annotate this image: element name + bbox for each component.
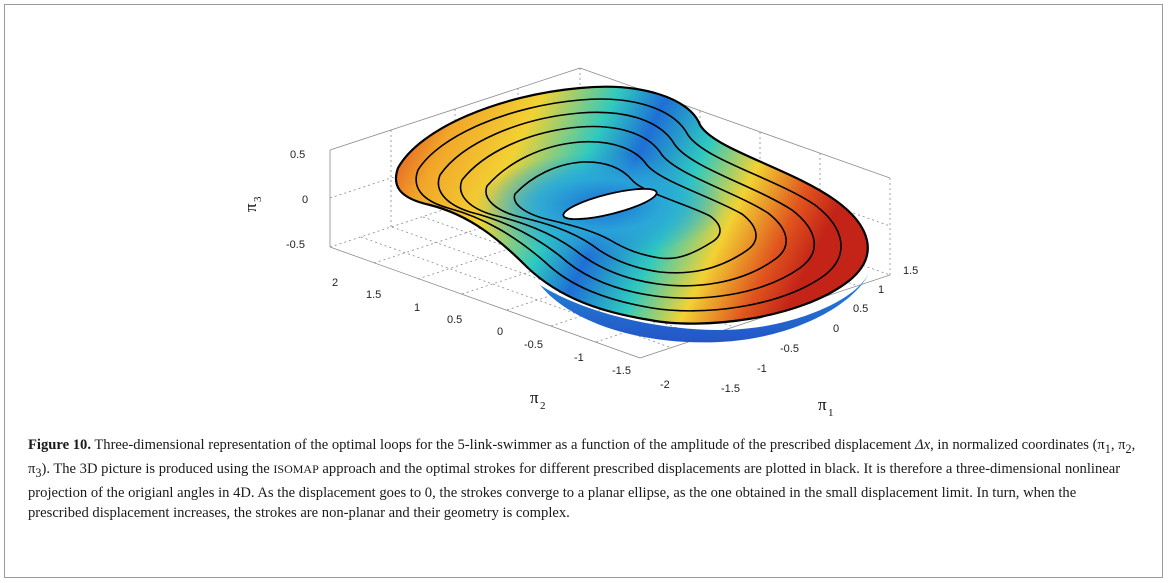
loop-5 [485, 140, 757, 274]
caption-text: approach and the optimal strokes for dif… [28, 460, 1121, 521]
optimal-stroke-loops [394, 85, 869, 325]
z-tick: 0 [302, 194, 308, 206]
y-tick: -1.5 [612, 365, 631, 377]
x-tick: -1 [757, 363, 767, 375]
y-axis-label: π [530, 388, 539, 407]
delta-x-symbol: Δx [915, 437, 931, 453]
z-tick: -0.5 [286, 239, 305, 251]
caption-text: ). The 3D picture is produced using the [41, 460, 274, 477]
central-hole [562, 187, 658, 221]
loop-2 [415, 98, 842, 312]
loop-3 [437, 111, 815, 299]
y-tick: 0 [497, 326, 503, 338]
y-tick: 1 [414, 302, 420, 314]
z-axis-label: π [241, 203, 260, 212]
x-axis-label-sub: 1 [828, 407, 834, 419]
x-tick: 1.5 [903, 265, 918, 277]
x-tick: -1.5 [721, 383, 740, 395]
x-tick: 0.5 [853, 303, 868, 315]
y-tick: 2 [332, 277, 338, 289]
x-tick: 0 [833, 323, 839, 335]
y-axis: 2 1.5 1 0.5 0 -0.5 -1 -1.5 -2 π 2 [332, 277, 670, 412]
figure-caption: Figure 10. Three-dimensional representat… [28, 437, 1136, 521]
loop-4 [459, 125, 787, 287]
y-tick: -0.5 [524, 339, 543, 351]
caption-text: , in normalized coordinates (π [930, 437, 1105, 453]
y-tick: 1.5 [366, 289, 381, 301]
loop-1 [394, 85, 869, 325]
x-tick: -0.5 [780, 343, 799, 355]
x-axis: 1.5 1 0.5 0 -0.5 -1 -1.5 π 1 [721, 265, 918, 419]
y-tick: 0.5 [447, 314, 462, 326]
caption-text: Three-dimensional representation of the … [90, 437, 916, 453]
figure-label: Figure 10. [28, 437, 91, 453]
x-tick: 1 [878, 284, 884, 296]
y-tick: -2 [660, 379, 670, 391]
z-tick: 0.5 [290, 149, 305, 161]
loop-6 [513, 161, 721, 260]
z-axis: 0.5 0 -0.5 π 3 [241, 149, 308, 251]
isomap-term: ISOMAP [273, 461, 319, 476]
y-tick: -1 [574, 352, 584, 364]
surface-plot: 0.5 0 -0.5 π 3 2 1.5 1 0.5 0 -0.5 -1 -1.… [241, 67, 918, 419]
y-axis-label-sub: 2 [540, 400, 546, 412]
x-axis-label: π [818, 395, 827, 414]
z-axis-label-sub: 3 [252, 196, 264, 202]
